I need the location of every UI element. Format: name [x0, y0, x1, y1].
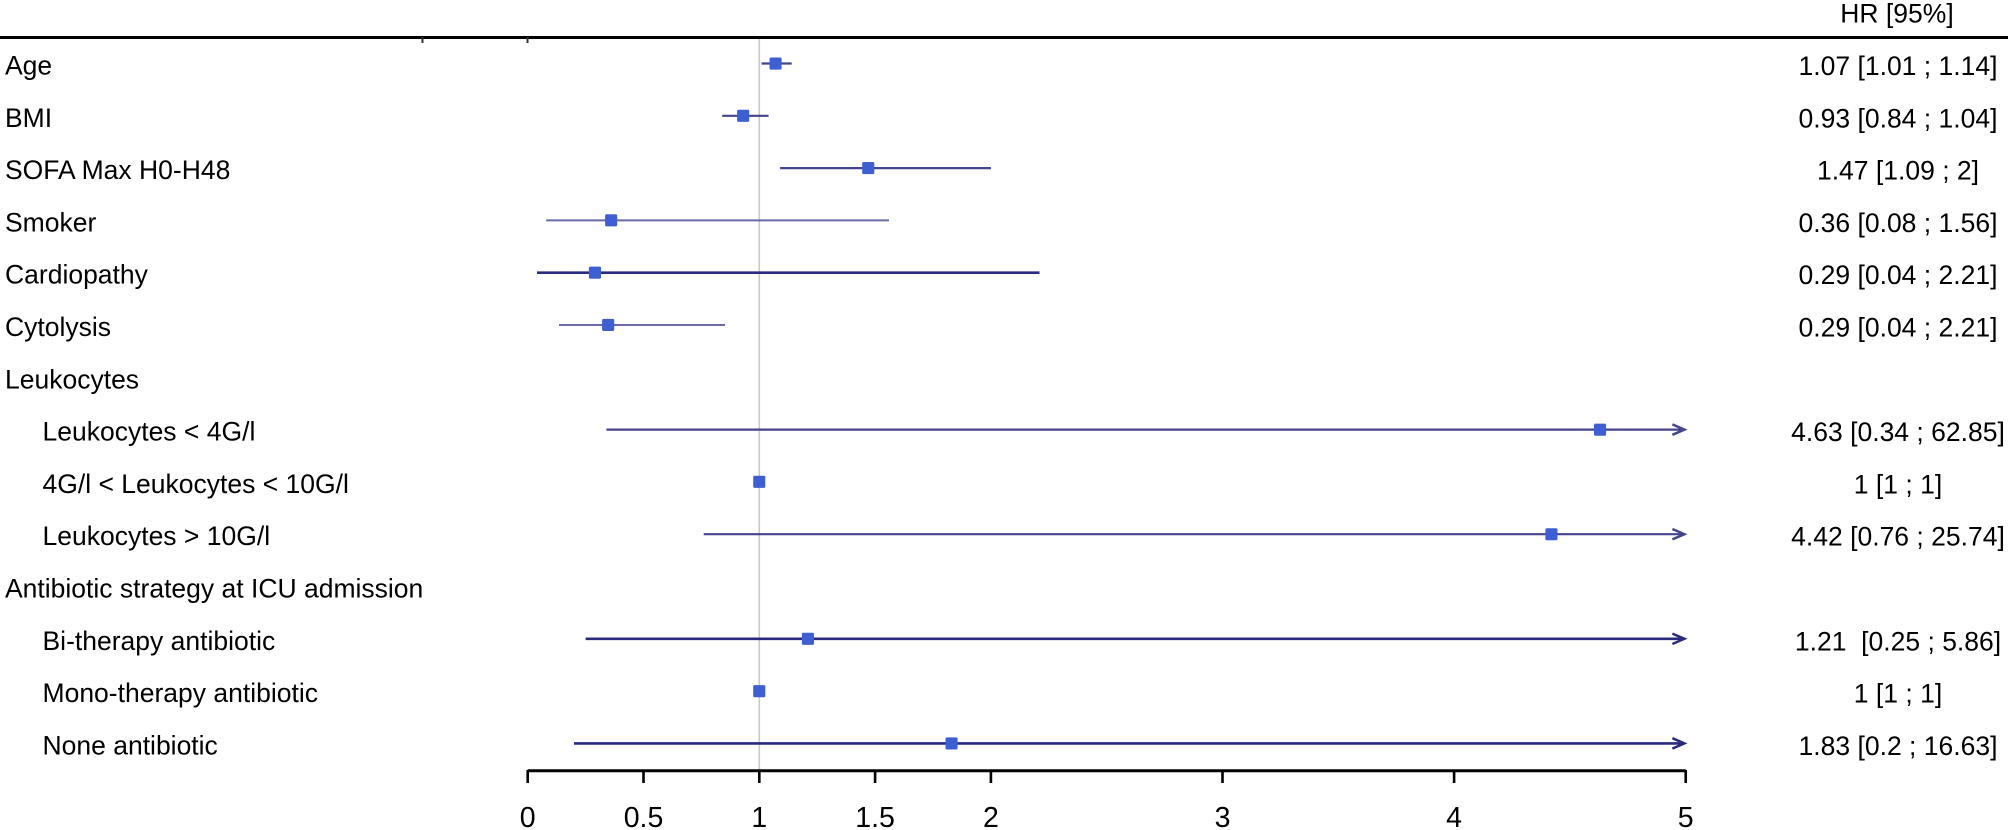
svg-text:Cytolysis: Cytolysis [5, 312, 111, 342]
svg-text:3: 3 [1215, 802, 1231, 830]
svg-text:0: 0 [520, 802, 536, 830]
svg-text:1.5: 1.5 [855, 802, 895, 830]
svg-text:Mono-therapy antibiotic: Mono-therapy antibiotic [43, 678, 318, 708]
svg-text:4.42 [0.76 ; 25.74]: 4.42 [0.76 ; 25.74] [1791, 522, 2005, 552]
svg-text:Smoker: Smoker [5, 207, 96, 237]
svg-text:None antibiotic: None antibiotic [43, 730, 218, 760]
svg-text:1.47 [1.09 ; 2]: 1.47 [1.09 ; 2] [1817, 156, 1979, 186]
svg-text:0.36 [0.08 ; 1.56]: 0.36 [0.08 ; 1.56] [1799, 208, 1998, 238]
svg-text:SOFA Max H0-H48: SOFA Max H0-H48 [5, 155, 230, 185]
svg-text:0.29 [0.04 ; 2.21]: 0.29 [0.04 ; 2.21] [1799, 260, 1998, 290]
svg-text:4G/l < Leukocytes < 10G/l: 4G/l < Leukocytes < 10G/l [43, 469, 349, 499]
svg-text:Leukocytes: Leukocytes [5, 364, 139, 394]
svg-text:1.83 [0.2 ; 16.63]: 1.83 [0.2 ; 16.63] [1799, 731, 1998, 761]
svg-text:Cardiopathy: Cardiopathy [5, 260, 149, 290]
svg-text:2: 2 [983, 802, 999, 830]
svg-text:Leukocytes < 4G/l: Leukocytes < 4G/l [43, 417, 256, 447]
svg-text:4: 4 [1446, 802, 1462, 830]
svg-text:0.29 [0.04 ; 2.21]: 0.29 [0.04 ; 2.21] [1799, 313, 1998, 343]
svg-text:1.07 [1.01 ; 1.14]: 1.07 [1.01 ; 1.14] [1799, 51, 1998, 81]
svg-text:1 [1 ; 1]: 1 [1 ; 1] [1854, 469, 1942, 499]
svg-text:0.5: 0.5 [624, 802, 664, 830]
svg-text:1 [1 ; 1]: 1 [1 ; 1] [1854, 679, 1942, 709]
svg-text:5: 5 [1678, 802, 1694, 830]
svg-text:Age: Age [5, 51, 52, 81]
svg-text:Antibiotic strategy at ICU adm: Antibiotic strategy at ICU admission [5, 574, 423, 604]
svg-text:1: 1 [751, 802, 767, 830]
svg-text:1.21 [0.25 ; 5.86]: 1.21 [0.25 ; 5.86] [1795, 626, 2001, 656]
svg-text:0.93 [0.84 ; 1.04]: 0.93 [0.84 ; 1.04] [1799, 103, 1998, 133]
svg-text:HR [95%]: HR [95%] [1840, 0, 1953, 29]
svg-text:Leukocytes > 10G/l: Leukocytes > 10G/l [43, 521, 271, 551]
svg-text:BMI: BMI [5, 103, 52, 133]
svg-text:Bi-therapy antibiotic: Bi-therapy antibiotic [43, 626, 276, 656]
svg-text:4.63 [0.34 ; 62.85]: 4.63 [0.34 ; 62.85] [1791, 417, 2005, 447]
